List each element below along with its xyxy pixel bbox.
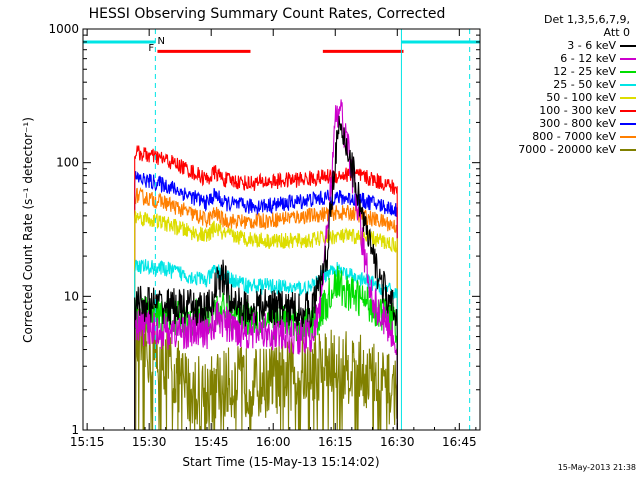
plot-frame bbox=[82, 28, 481, 431]
flare-label: F bbox=[148, 43, 154, 54]
legend-swatch bbox=[620, 83, 636, 86]
legend-header-1: Det 1,3,5,6,7,9, bbox=[543, 13, 630, 26]
y-axis-label: Corrected Count Rate (s⁻¹ detector⁻¹) bbox=[21, 117, 35, 343]
legend-label: 7000 - 20000 keV bbox=[518, 143, 616, 156]
x-tick-label-2: 15:45 bbox=[194, 435, 229, 449]
axis-ticks: 15:15 15:30 15:45 16:00 16:15 16:30 16:45 1 10 10… bbox=[48, 22, 480, 449]
legend-swatch bbox=[620, 70, 636, 73]
legend-label: 800 - 7000 keV bbox=[532, 130, 616, 143]
legend-item: 50 - 100 keV bbox=[488, 91, 636, 104]
y-tick-label-1: 10 bbox=[64, 289, 79, 303]
legend-swatch bbox=[620, 44, 636, 47]
legend-label: 6 - 12 keV bbox=[560, 52, 616, 65]
legend-item: 12 - 25 keV bbox=[488, 65, 636, 78]
legend-item: 100 - 300 keV bbox=[488, 104, 636, 117]
plot-area: NF bbox=[83, 29, 480, 431]
x-tick-label-1: 15:30 bbox=[132, 435, 167, 449]
legend-item: 3 - 6 keV bbox=[488, 39, 636, 52]
timestamp: 15-May-2013 21:38 bbox=[557, 463, 636, 472]
legend-item: 6 - 12 keV bbox=[488, 52, 636, 65]
legend-rows: 3 - 6 keV 6 - 12 keV 12 - 25 keV 25 - 50 ke… bbox=[488, 39, 636, 156]
x-tick-label-3: 16:00 bbox=[256, 435, 291, 449]
series-line-7 bbox=[134, 186, 398, 431]
night-label: N bbox=[157, 36, 164, 47]
legend-swatch bbox=[620, 148, 636, 151]
x-tick-label-4: 16:15 bbox=[318, 435, 353, 449]
series-line-6 bbox=[134, 171, 398, 431]
legend-header-2: Att 0 bbox=[603, 26, 630, 39]
legend-swatch bbox=[620, 122, 636, 125]
legend-swatch bbox=[620, 57, 636, 60]
chart-title: HESSI Observing Summary Count Rates, Cor… bbox=[89, 6, 446, 22]
legend-label: 25 - 50 keV bbox=[553, 78, 616, 91]
legend-swatch bbox=[620, 109, 636, 112]
y-tick-label-3: 1000 bbox=[48, 22, 79, 36]
legend-swatch bbox=[620, 135, 636, 138]
x-axis-label: Start Time (15-May-13 15:14:02) bbox=[182, 455, 379, 469]
x-tick-label-0: 15:15 bbox=[70, 435, 105, 449]
legend-label: 300 - 800 keV bbox=[539, 117, 616, 130]
legend-item: 7000 - 20000 keV bbox=[488, 143, 636, 156]
series-line-4 bbox=[134, 209, 398, 431]
legend-item: 800 - 7000 keV bbox=[488, 130, 636, 143]
legend: Det 1,3,5,6,7,9, Att 0 3 - 6 keV 6 - 12 k… bbox=[488, 13, 636, 156]
legend-item: 300 - 800 keV bbox=[488, 117, 636, 130]
y-tick-label-2: 100 bbox=[56, 156, 79, 170]
x-tick-label-6: 16:45 bbox=[442, 435, 477, 449]
series-line-8 bbox=[134, 308, 398, 431]
legend-item: 25 - 50 keV bbox=[488, 78, 636, 91]
legend-label: 3 - 6 keV bbox=[567, 39, 616, 52]
series-line-0 bbox=[134, 115, 398, 431]
legend-label: 50 - 100 keV bbox=[546, 91, 616, 104]
x-tick-label-5: 16:30 bbox=[380, 435, 415, 449]
legend-label: 100 - 300 keV bbox=[539, 104, 616, 117]
legend-swatch bbox=[620, 96, 636, 99]
y-tick-label-0: 1 bbox=[71, 423, 79, 437]
series-line-3 bbox=[134, 259, 398, 431]
legend-label: 12 - 25 keV bbox=[553, 65, 616, 78]
